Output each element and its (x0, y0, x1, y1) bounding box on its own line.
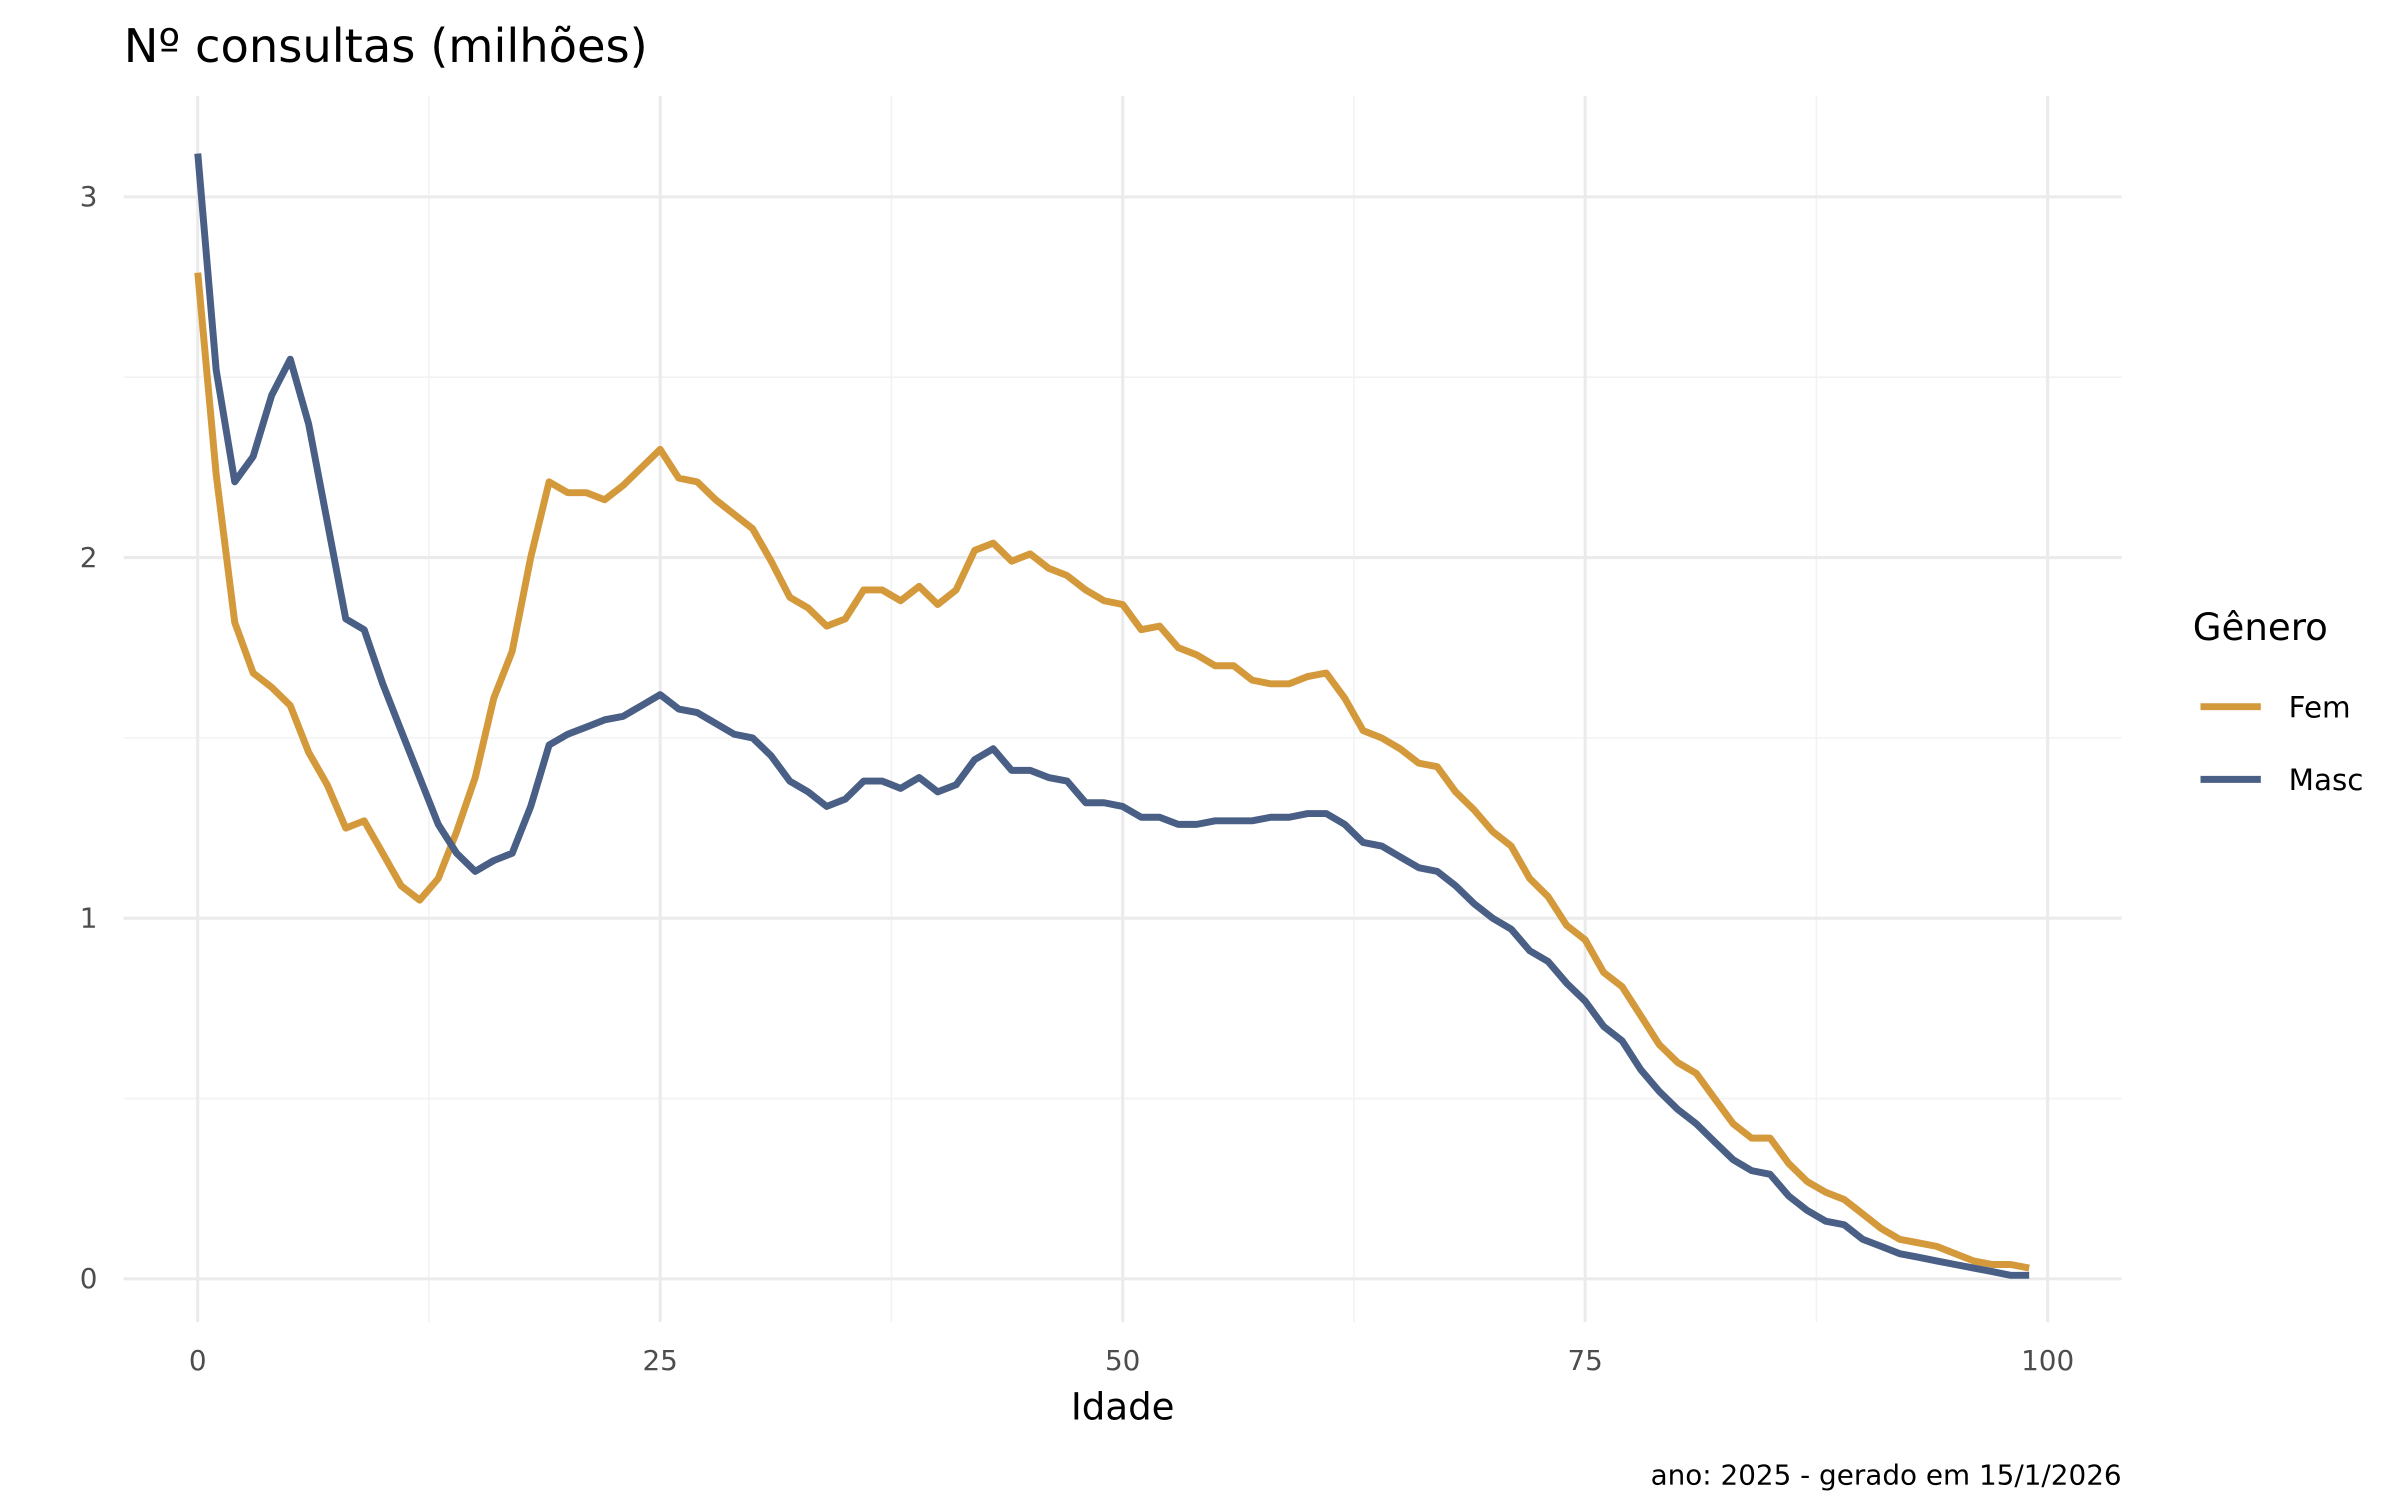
axis-ticks: 0 1 2 3 0 25 50 75 100 (80, 180, 2075, 1377)
legend-item-masc: Masc (2200, 763, 2364, 797)
legend: Gênero Fem Masc (2193, 606, 2364, 797)
legend-label: Masc (2289, 763, 2364, 797)
x-tick-label: 25 (642, 1344, 677, 1377)
x-tick-label: 0 (189, 1344, 207, 1377)
series-lines (194, 153, 2030, 1279)
series-line-fem (194, 272, 2030, 1272)
legend-label: Fem (2289, 691, 2351, 725)
chart-title: Nº consultas (milhões) (124, 19, 648, 73)
series-line-masc (194, 153, 2030, 1279)
y-tick-label: 1 (80, 901, 98, 934)
grid (123, 95, 2122, 1323)
x-tick-label: 50 (1105, 1344, 1140, 1377)
legend-title: Gênero (2193, 606, 2328, 649)
caption: ano: 2025 - gerado em 15/1/2026 (1651, 1459, 2122, 1492)
x-tick-label: 100 (2021, 1344, 2074, 1377)
x-tick-label: 75 (1567, 1344, 1602, 1377)
legend-item-fem: Fem (2200, 691, 2351, 725)
y-tick-label: 2 (80, 541, 98, 574)
y-tick-label: 3 (80, 180, 98, 213)
y-tick-label: 0 (80, 1262, 98, 1295)
x-axis-title: Idade (1071, 1386, 1175, 1429)
